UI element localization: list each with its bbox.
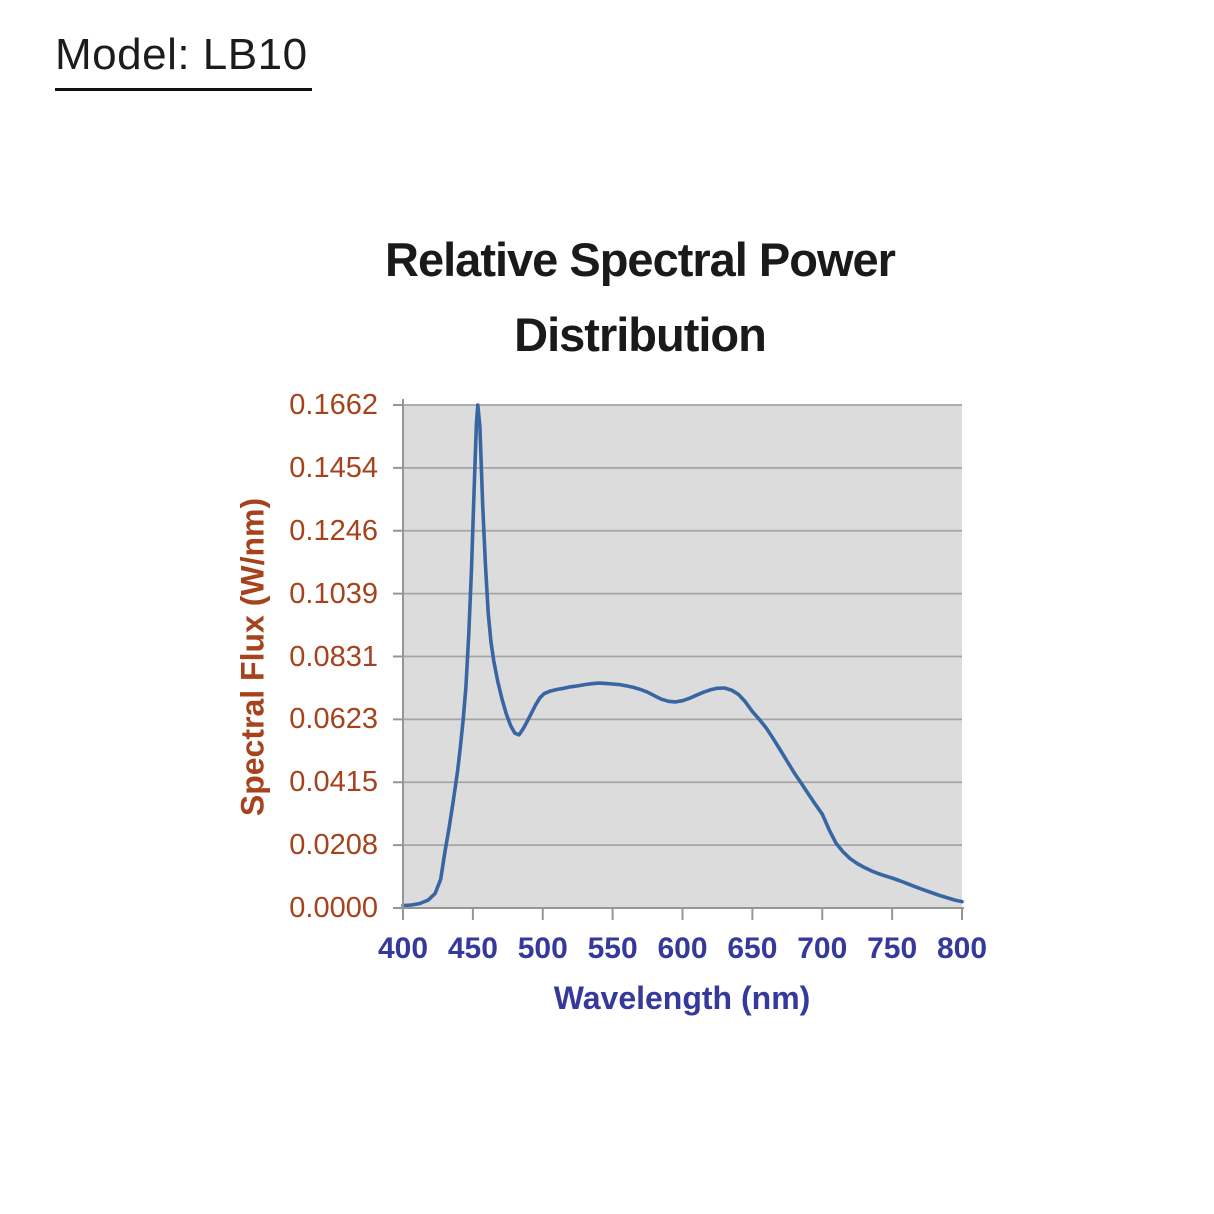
- x-axis-title: Wavelength (nm): [553, 980, 811, 1016]
- x-tick-label: 450: [447, 932, 498, 965]
- x-tick-label: 800: [936, 932, 988, 965]
- y-tick-label: 0.0415: [289, 766, 378, 799]
- model-label: Model: LB10: [55, 30, 312, 91]
- y-tick-label: 0.0000: [289, 892, 378, 924]
- y-tick-label: 0.1039: [289, 577, 378, 610]
- x-tick-label: 400: [377, 932, 429, 965]
- y-tick-label: 0.0623: [289, 703, 378, 736]
- y-tick-label: 0.1454: [289, 451, 378, 484]
- y-tick-label: 0.1662: [289, 389, 378, 421]
- y-tick-label: 0.1246: [289, 514, 378, 547]
- x-tick-label: 550: [587, 932, 638, 965]
- chart-title-line2: Distribution: [514, 308, 767, 361]
- chart-title: Relative Spectral Power Distribution: [279, 222, 1001, 372]
- y-tick-label: 0.0208: [289, 829, 378, 862]
- spectrum-line: [401, 403, 964, 908]
- chart-title-line1: Relative Spectral Power: [385, 233, 896, 286]
- x-tick-label: 600: [657, 932, 708, 965]
- x-tick-label: 700: [797, 932, 848, 965]
- x-tick-label: 650: [727, 932, 778, 965]
- x-tick-label: 750: [867, 932, 918, 965]
- x-tick-label: 500: [517, 932, 568, 965]
- y-tick-label: 0.0831: [289, 640, 378, 673]
- plot-area: [393, 399, 964, 920]
